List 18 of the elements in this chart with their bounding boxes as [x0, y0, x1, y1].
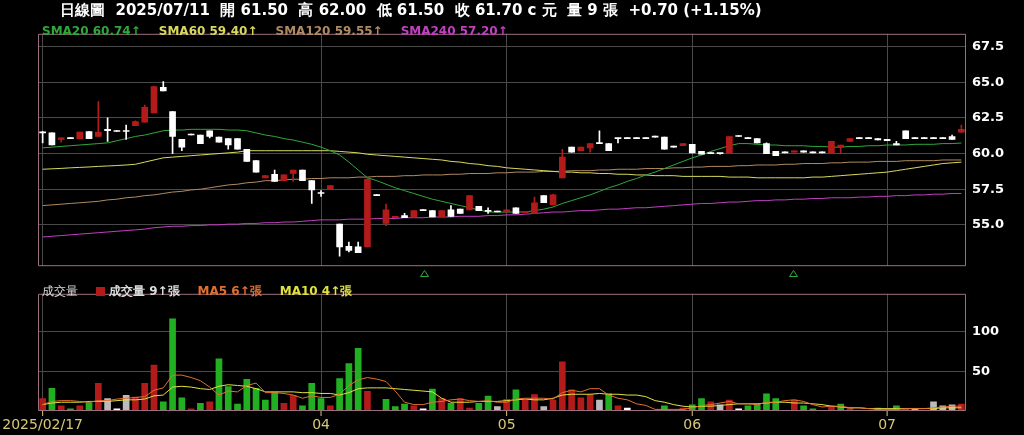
x-tick-label: 2025/02/17	[2, 415, 83, 432]
y-tick-label: 50	[972, 362, 991, 378]
y-tick-label: 60.0	[972, 144, 1005, 160]
x-tick-label: 06	[683, 415, 702, 432]
legend-label: 成交量 9↑張	[109, 284, 180, 298]
chart-title: 成交量	[42, 284, 78, 298]
chart-title: 日線圖 2025/07/11 開 61.50 高 62.00 低 61.50 收 61.70 c 元 量 9 張 +0.70 (+1.15%)	[59, 0, 763, 20]
x-tick-label: 04	[312, 415, 331, 432]
y-tick-label: 62.5	[972, 109, 1005, 125]
y-tick-label: 67.5	[972, 38, 1005, 54]
y-tick-label: 55.0	[972, 216, 1005, 232]
text: MA5 6↑張	[197, 284, 262, 298]
y-tick-label: 57.5	[972, 180, 1005, 196]
text: MA10 4↑張	[279, 284, 353, 298]
x-tick-label: 07	[878, 415, 897, 432]
y-tick-label: 65.0	[972, 73, 1005, 89]
x-tick-label: 05	[497, 415, 516, 432]
y-tick-label: 100	[972, 322, 1000, 338]
